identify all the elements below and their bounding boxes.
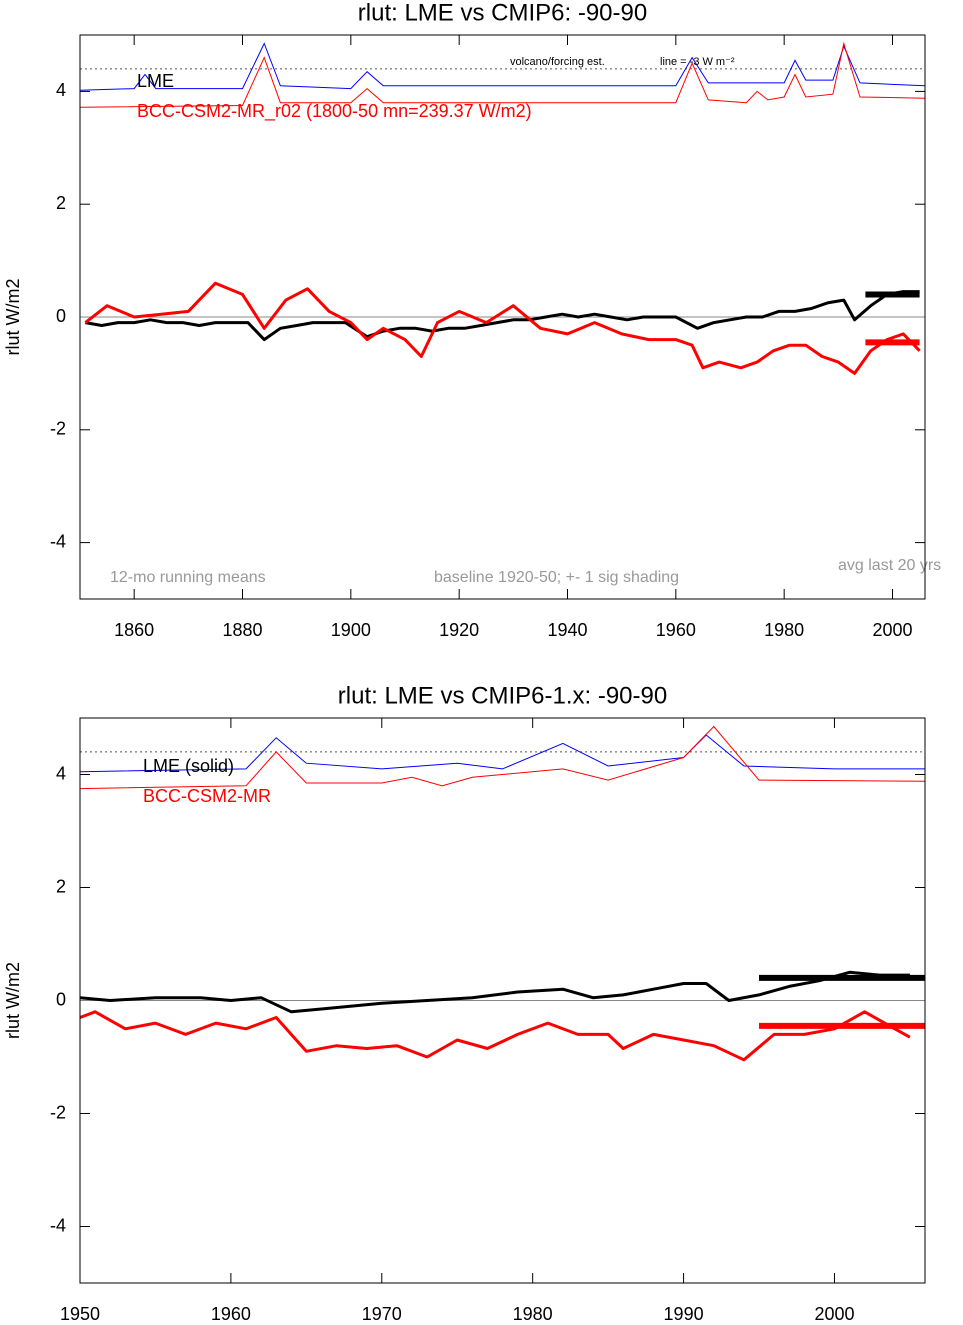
y-tick-label: 2	[56, 193, 66, 213]
y-axis-label: rlut W/m2	[3, 962, 23, 1039]
x-tick-label: 1920	[439, 620, 479, 640]
x-tick-label: 1980	[513, 1304, 553, 1324]
y-tick-label: 0	[56, 306, 66, 326]
x-tick-label: 2000	[814, 1304, 854, 1324]
chart-title: rlut: LME vs CMIP6-1.x: -90-90	[338, 682, 667, 709]
y-tick-label: 4	[56, 80, 66, 100]
legend-entry: BCC-CSM2-MR_r02 (1800-50 mn=239.37 W/m2)	[137, 101, 532, 122]
y-tick-label: 0	[56, 989, 66, 1009]
legend-entry: LME	[137, 71, 174, 91]
y-tick-label: 4	[56, 763, 66, 783]
series-line	[79, 1010, 911, 1062]
annotation: baseline 1920-50; +- 1 sig shading	[434, 569, 679, 586]
forcing-line	[79, 725, 926, 790]
legend-entry: BCC-CSM2-MR	[143, 786, 271, 806]
x-tick-label: 2000	[872, 620, 912, 640]
annotation: 12-mo running means	[110, 569, 266, 586]
x-tick-label: 1900	[331, 620, 371, 640]
series-line	[79, 970, 910, 1014]
chart-title: rlut: LME vs CMIP6: -90-90	[358, 0, 647, 26]
y-tick-label: -2	[50, 419, 66, 439]
forcing-line	[79, 41, 926, 108]
legend-entry: LME (solid)	[143, 756, 234, 776]
x-tick-label: 1940	[547, 620, 587, 640]
x-tick-label: 1960	[211, 1304, 251, 1324]
y-tick-label: -2	[50, 1102, 66, 1122]
plot-frame	[79, 717, 926, 1284]
x-tick-label: 1880	[222, 620, 262, 640]
plot-frame	[79, 34, 926, 600]
x-tick-label: 1960	[656, 620, 696, 640]
annotation: line = -3 W m⁻²	[660, 56, 735, 68]
annotation: volcano/forcing est.	[510, 56, 605, 68]
y-tick-label: -4	[50, 1215, 66, 1235]
x-tick-label: 1980	[764, 620, 804, 640]
y-tick-label: 2	[56, 876, 66, 896]
y-tick-label: -4	[50, 531, 66, 551]
x-tick-label: 1950	[60, 1304, 100, 1324]
forcing-line	[79, 42, 926, 91]
annotation: avg last 20 yrs	[838, 557, 941, 574]
series-line	[85, 290, 920, 342]
x-tick-label: 1990	[664, 1304, 704, 1324]
x-tick-label: 1970	[362, 1304, 402, 1324]
y-axis-label: rlut W/m2	[3, 278, 23, 355]
forcing-line	[79, 734, 925, 773]
x-tick-label: 1860	[114, 620, 154, 640]
series-line	[84, 281, 921, 375]
